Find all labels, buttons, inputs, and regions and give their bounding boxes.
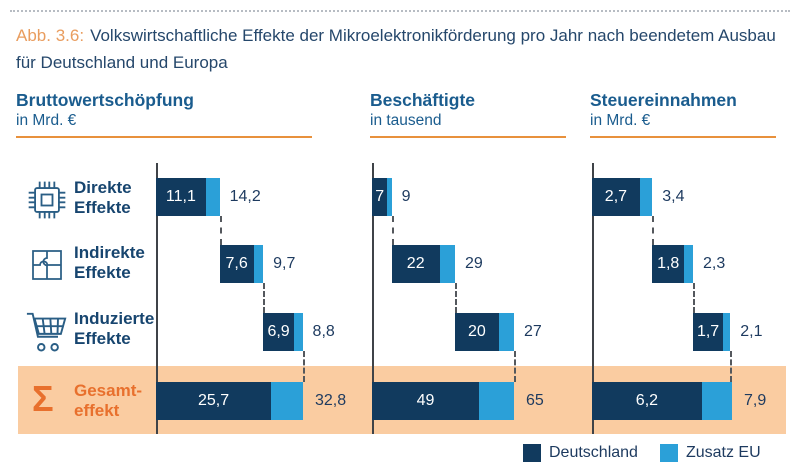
shopping-cart-icon [24, 308, 70, 354]
gesamt-bar-segment-deutschland [372, 382, 480, 420]
bar-segment-deutschland [219, 245, 254, 283]
bar-value-deutschland: 22 [406, 255, 425, 272]
legend-item-deutschland: Deutschland [523, 444, 638, 462]
puzzle-icon [24, 242, 70, 288]
gesamt-bar-segment-deutschland [592, 382, 702, 420]
bar-segment-deutschland [156, 178, 206, 216]
waterfall-connector [693, 283, 695, 313]
row-label-gesamteffekt: Gesamt- effekt [74, 381, 142, 421]
waterfall-connector [302, 351, 305, 382]
gesamt-bar-value-total: 65 [526, 392, 544, 409]
row-label-direkte-effekte: Direkte Effekte [74, 177, 170, 219]
bar-segment-deutschland [652, 245, 685, 283]
bar-value-deutschland: 6,9 [267, 323, 290, 340]
microchip-icon [24, 177, 70, 223]
column-unit: in tausend [370, 112, 442, 129]
header-bruttowertschoepfung: Bruttowertschöpfung in Mrd. € [16, 90, 312, 138]
bar-segment-deutschland [592, 178, 640, 216]
orange-underline [16, 136, 312, 138]
bar-value-total: 9 [401, 188, 411, 205]
column-title: Beschäftigte [370, 90, 476, 110]
figure-number: Abb. 3.6: [16, 26, 85, 45]
waterfall-connector [455, 283, 457, 313]
waterfall-connector [219, 216, 222, 245]
gesamt-label-line1: Gesamt- [74, 381, 143, 400]
legend-swatch-zusatz-eu [659, 444, 678, 462]
bar-value-total: 29 [465, 255, 483, 272]
bar-value-deutschland: 11,1 [165, 188, 196, 205]
waterfall-connector [730, 351, 733, 382]
gesamt-bar-value-deutschland: 6,2 [635, 392, 659, 409]
gesamt-bar-value-deutschland: 49 [416, 392, 435, 409]
bar-value-total: 8,8 [312, 323, 335, 340]
bar-segment-deutschland [455, 313, 499, 351]
legend-swatch-deutschland [523, 444, 541, 462]
column-unit: in Mrd. € [590, 112, 651, 129]
axis-line-chart-1 [156, 163, 158, 434]
bar-value-deutschland: 7 [375, 188, 385, 205]
gesamt-bar-value-deutschland: 25,7 [198, 392, 230, 409]
row-label-indirekte-effekte: Indirekte Effekte [74, 242, 170, 284]
sigma-icon: Σ [32, 378, 54, 419]
gesamt-label-line2: effekt [74, 401, 120, 420]
bar-value-deutschland: 7,6 [225, 255, 248, 272]
header-beschaeftigte: Beschäftigte in tausend [370, 90, 566, 138]
bar-value-total: 2,1 [740, 323, 763, 340]
gesamt-bar-value-total: 32,8 [315, 392, 347, 409]
bar-value-total: 27 [524, 323, 542, 340]
bar-segment-deutschland [693, 313, 724, 351]
axis-line-chart-3 [592, 163, 594, 434]
bar-value-deutschland: 1,8 [657, 255, 680, 272]
legend-item-zusatz-eu: Zusatz EU [659, 444, 761, 462]
waterfall-connector [514, 351, 516, 382]
legend-label: Zusatz EU [685, 444, 761, 461]
column-title: Steuereinnahmen [590, 90, 737, 110]
bar-value-total: 3,4 [662, 188, 685, 205]
gesamt-bar-segment-deutschland [156, 382, 272, 420]
bar-value-deutschland: 1,7 [696, 323, 720, 340]
row-label-text: Induzierte Effekte [74, 309, 155, 348]
legend: Deutschland Zusatz EU [523, 444, 761, 462]
column-unit: in Mrd. € [16, 112, 77, 129]
row-label-induzierte-effekte: Induzierte Effekte [74, 308, 170, 350]
figure-title-text: Volkswirtschaftliche Effekte der Mikroel… [16, 26, 776, 72]
top-dotted-divider [10, 10, 790, 12]
row-label-text: Direkte Effekte [74, 178, 132, 217]
waterfall-connector [263, 283, 266, 313]
orange-underline [370, 136, 566, 138]
bar-value-deutschland: 20 [467, 323, 486, 340]
waterfall-connector [652, 216, 655, 245]
gesamt-bar-value-total: 7,9 [744, 392, 767, 409]
bar-segment-deutschland [391, 245, 440, 283]
axis-line-chart-2 [372, 163, 374, 434]
bar-value-total: 14,2 [229, 188, 261, 205]
orange-underline [590, 136, 776, 138]
bar-value-total: 9,7 [273, 255, 296, 272]
bar-segment-deutschland [263, 313, 295, 351]
row-label-text: Indirekte Effekte [74, 243, 145, 282]
legend-label: Deutschland [549, 444, 638, 461]
header-steuereinnahmen: Steuereinnahmen in Mrd. € [590, 90, 776, 138]
waterfall-connector [391, 216, 394, 245]
bar-value-total: 2,3 [703, 255, 726, 272]
column-title: Bruttowertschöpfung [16, 90, 194, 110]
figure-title: Abb. 3.6: Volkswirtschaftliche Effekte de… [16, 22, 790, 76]
bar-value-deutschland: 2,7 [604, 188, 628, 205]
bar-segment-deutschland [372, 178, 388, 216]
